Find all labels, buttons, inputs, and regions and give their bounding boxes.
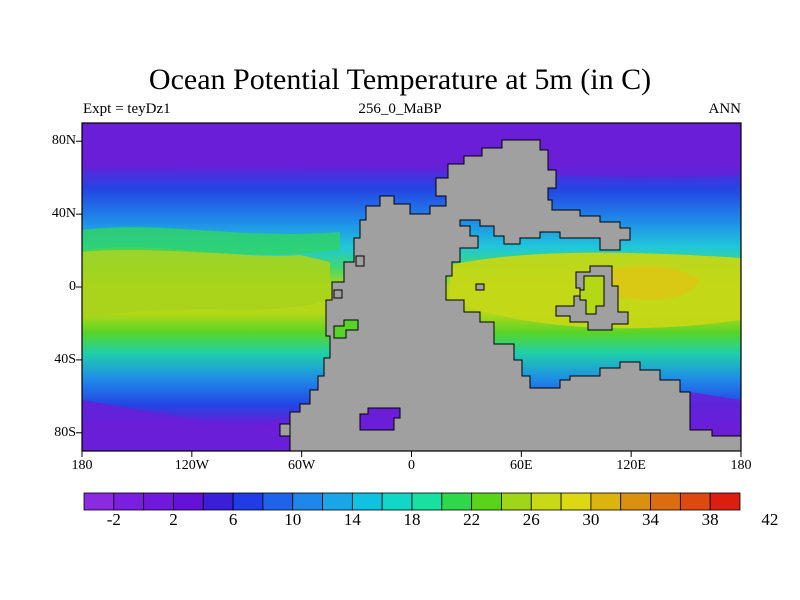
- time-label: 256_0_MaBP: [358, 101, 442, 117]
- colorbar-label: 22: [463, 510, 481, 529]
- colorbar-swatch: [411, 492, 443, 511]
- y-tick-label: 80N: [51, 133, 76, 149]
- map-plot-area: [82, 123, 741, 451]
- landmass-pangaea: [289, 139, 741, 451]
- colorbar-swatch: [83, 492, 115, 511]
- ocean-hot-spot: [610, 265, 700, 300]
- x-tick-label: 60E: [510, 458, 533, 473]
- colorbar-label: 26: [522, 510, 540, 529]
- plot-title: Ocean Potential Temperature at 5m (in C): [148, 63, 652, 96]
- season-label: ANN: [708, 101, 742, 117]
- colorbar: [83, 492, 741, 511]
- colorbar-swatch: [351, 492, 383, 511]
- colorbar-label: 42: [761, 510, 779, 529]
- x-tick-label: 120W: [174, 458, 209, 473]
- colorbar-label: 10: [284, 510, 302, 529]
- experiment-label: Expt = teyDz1: [83, 101, 171, 117]
- colorbar-swatch: [590, 492, 622, 511]
- colorbar-label: 14: [343, 510, 361, 529]
- colorbar-label: 18: [403, 510, 421, 529]
- y-tick-label: 0: [69, 279, 76, 294]
- colorbar-swatch: [679, 492, 711, 511]
- colorbar-swatch: [650, 492, 681, 511]
- colorbar-label: 2: [169, 510, 178, 529]
- ocean-cold-polar-south: [82, 400, 300, 451]
- x-tick-label: 180: [730, 458, 752, 473]
- colorbar-swatch: [173, 492, 204, 511]
- y-tick-label: 40S: [54, 351, 76, 367]
- colorbar-label: 38: [701, 510, 719, 529]
- x-tick-label: 60W: [288, 458, 316, 473]
- colorbar-label: 6: [228, 510, 238, 529]
- colorbar-swatch: [143, 492, 174, 511]
- colorbar-swatch: [471, 492, 502, 511]
- island-north: [355, 255, 365, 267]
- colorbar-label: -2: [106, 510, 121, 529]
- sea-inner-inlet: [579, 275, 605, 315]
- colorbar-swatch: [292, 492, 323, 511]
- colorbar-swatch: [381, 492, 413, 511]
- colorbar-swatch: [202, 492, 234, 511]
- colorbar-label: 34: [642, 510, 660, 529]
- map-tick-marks: [76, 140, 742, 457]
- x-tick-label: 180: [71, 458, 93, 473]
- colorbar-swatch: [501, 492, 532, 511]
- colorbar-swatch: [232, 492, 264, 511]
- ocean-cold-polar-north: [82, 123, 741, 178]
- inland-lake-west: [333, 319, 359, 339]
- colorbar-swatch: [262, 492, 294, 511]
- x-tick-label: 120E: [616, 458, 646, 473]
- inland-sea-south: [359, 407, 401, 431]
- colorbar-swatch: [620, 492, 651, 511]
- colorbar-swatch: [113, 492, 145, 511]
- island-south-1: [279, 423, 291, 437]
- y-tick-label: 40N: [51, 206, 76, 222]
- colorbar-swatch: [441, 492, 473, 511]
- island-west-coast: [333, 289, 343, 299]
- colorbar-swatch: [560, 492, 592, 511]
- y-tick-label: 80S: [54, 424, 76, 440]
- colorbar-swatch: [322, 492, 353, 511]
- x-tick-label: 0: [408, 458, 415, 473]
- island-tethys: [475, 283, 485, 291]
- colorbar-swatch: [709, 492, 741, 511]
- colorbar-label: 30: [582, 510, 600, 529]
- ocean-green-band: [82, 227, 340, 255]
- ocean-warm-band: [82, 247, 330, 318]
- colorbar-swatch: [530, 492, 562, 511]
